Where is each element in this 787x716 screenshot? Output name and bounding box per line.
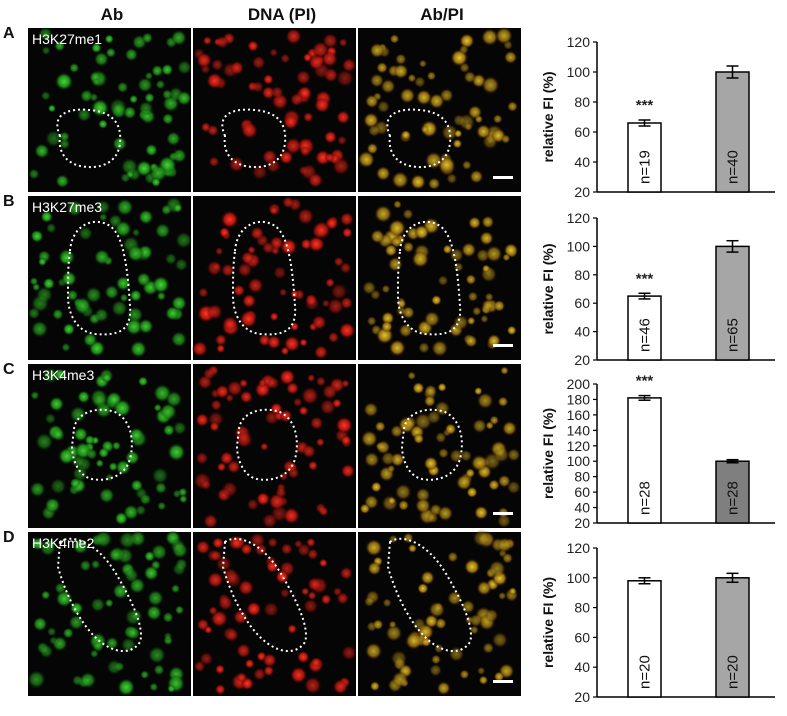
y-tick-label: 160	[567, 407, 591, 423]
y-tick-label: 20	[574, 352, 590, 368]
bar	[715, 460, 750, 524]
y-tick-label: 120	[567, 540, 591, 556]
column-header-merge: Ab/PI	[420, 5, 463, 24]
y-tick-label: 200	[567, 376, 591, 392]
y-tick-label: 40	[574, 500, 590, 516]
column-header-ab: Ab	[101, 5, 124, 24]
n-label: n=46	[637, 318, 654, 352]
y-tick-label: 40	[574, 324, 590, 340]
n-label: n=19	[637, 150, 654, 184]
significance-marker: ***	[636, 373, 654, 390]
nuclei-texture	[362, 200, 519, 357]
y-tick-label: 40	[574, 659, 590, 675]
y-axis-label: relative FI (%)	[540, 577, 556, 668]
y-tick-label: 40	[574, 154, 590, 170]
y-tick-label: 80	[574, 469, 590, 485]
bar	[627, 397, 662, 524]
y-axis-label: relative FI (%)	[540, 408, 556, 499]
antibody-label: H3K27me3	[32, 199, 102, 215]
y-tick-label: 100	[567, 453, 591, 469]
y-tick-label: 20	[574, 515, 590, 531]
dotted-outline	[231, 221, 297, 336]
significance-marker: ***	[636, 270, 654, 287]
dotted-outline	[386, 537, 472, 652]
dotted-outline	[56, 537, 142, 652]
n-label: n=28	[725, 481, 742, 515]
image-row: A H3K27me1	[3, 25, 521, 192]
panel-letter: B	[3, 193, 15, 210]
n-label: n=28	[637, 481, 654, 515]
panel-letter: D	[3, 529, 15, 546]
nuclei-texture	[29, 367, 188, 525]
y-axis-label: relative FI (%)	[540, 71, 556, 162]
nuclei-texture	[193, 532, 357, 695]
scale-bar	[493, 176, 513, 179]
y-tick-label: 120	[567, 34, 591, 50]
significance-marker: ***	[636, 97, 654, 114]
y-tick-label: 60	[574, 629, 590, 645]
nuclei-texture	[193, 365, 355, 529]
y-tick-label: 80	[574, 267, 590, 283]
dotted-outline	[235, 408, 298, 481]
y-tick-label: 80	[574, 94, 590, 110]
panel-letter: C	[3, 361, 15, 378]
nuclei-texture	[363, 529, 519, 696]
y-axis-label: relative FI (%)	[540, 243, 556, 334]
y-tick-label: 140	[567, 422, 591, 438]
dotted-outline	[221, 537, 307, 652]
y-tick-label: 100	[567, 570, 591, 586]
panel-letter: A	[3, 25, 15, 42]
y-tick-label: 100	[567, 238, 591, 254]
scale-bar	[493, 680, 513, 683]
antibody-label: H3K4me2	[32, 535, 94, 551]
n-label: n=20	[637, 655, 654, 689]
y-tick-label: 100	[567, 64, 591, 80]
bar	[715, 245, 750, 361]
y-tick-label: 60	[574, 484, 590, 500]
bar-chart: 20 40 60 80 100 120 relative FI (%) n=46 *** n=65	[540, 210, 775, 368]
bar	[715, 577, 750, 698]
column-header-dna: DNA (PI)	[248, 5, 316, 24]
image-row: C H3K4me3	[3, 361, 521, 529]
n-label: n=20	[725, 655, 742, 689]
dotted-outline	[400, 408, 463, 481]
dotted-outline	[70, 408, 133, 481]
y-tick-label: 20	[574, 184, 590, 200]
bar-chart: 20 40 60 80 100 120 relative FI (%) n=19 *** n=40	[540, 34, 775, 200]
dotted-outline	[66, 221, 132, 336]
nuclei-texture	[359, 366, 521, 529]
scale-bar	[493, 344, 513, 347]
y-tick-label: 60	[574, 295, 590, 311]
dotted-outline	[396, 221, 462, 336]
n-label: n=40	[725, 150, 742, 184]
antibody-label: H3K4me3	[32, 367, 94, 383]
bar	[627, 580, 662, 698]
nuclei-texture	[191, 196, 356, 360]
nuclei-texture	[357, 26, 518, 190]
antibody-label: H3K27me1	[32, 31, 102, 47]
scale-bar	[493, 512, 513, 515]
y-tick-label: 20	[574, 689, 590, 705]
image-row: D H3K4me2	[3, 529, 521, 696]
n-label: n=65	[725, 318, 742, 352]
image-row: B H3K27me3	[3, 193, 521, 360]
image-rows: A H3K27me1 B H3K27me3 C H3K4me3 D H3K4me2	[3, 25, 521, 696]
nuclei-texture	[28, 196, 192, 358]
y-tick-label: 60	[574, 124, 590, 140]
nuclei-texture	[193, 28, 357, 188]
y-tick-label: 120	[567, 210, 591, 226]
y-tick-label: 120	[567, 438, 591, 454]
bar	[715, 71, 750, 193]
y-tick-label: 80	[574, 600, 590, 616]
nuclei-texture	[27, 530, 188, 696]
bar-chart: 20 40 60 80 100 120 relative FI (%) n=20 n=20	[540, 540, 775, 705]
y-tick-label: 180	[567, 391, 591, 407]
